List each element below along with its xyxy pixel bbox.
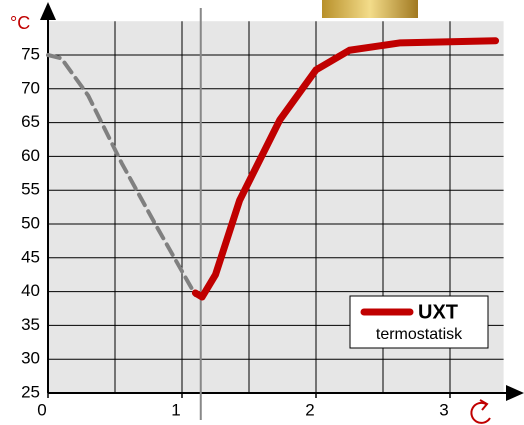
page: °C 25 30 35 40 45 50 55 60 65 70 75 0 1 2 3 UXT termosta… — [0, 0, 524, 425]
y-axis-label: °C — [10, 13, 30, 33]
y-tick-label: 65 — [21, 112, 40, 131]
x-tick-label: 3 — [439, 400, 448, 419]
y-tick-label: 35 — [21, 315, 40, 334]
x-tick-label: 0 — [37, 400, 46, 419]
rotation-icon — [471, 400, 490, 423]
x-tick-label: 2 — [305, 400, 314, 419]
valve-image — [322, 0, 418, 18]
y-axis-arrow — [40, 2, 56, 20]
legend-label: UXT — [418, 301, 458, 323]
y-tick-label: 50 — [21, 213, 40, 232]
x-axis-arrow — [506, 385, 524, 401]
y-tick-label: 40 — [21, 281, 40, 300]
y-tick-label: 45 — [21, 247, 40, 266]
y-tick-label: 70 — [21, 78, 40, 97]
y-tick-label: 30 — [21, 349, 40, 368]
legend-note: termostatisk — [376, 326, 463, 343]
y-tick-label: 75 — [21, 44, 40, 63]
y-tick-label: 25 — [21, 382, 40, 401]
y-tick-label: 55 — [21, 180, 40, 199]
x-tick-label: 1 — [171, 400, 180, 419]
chart: °C 25 30 35 40 45 50 55 60 65 70 75 0 1 2 3 UXT termosta… — [0, 0, 524, 425]
y-tick-label: 60 — [21, 146, 40, 165]
